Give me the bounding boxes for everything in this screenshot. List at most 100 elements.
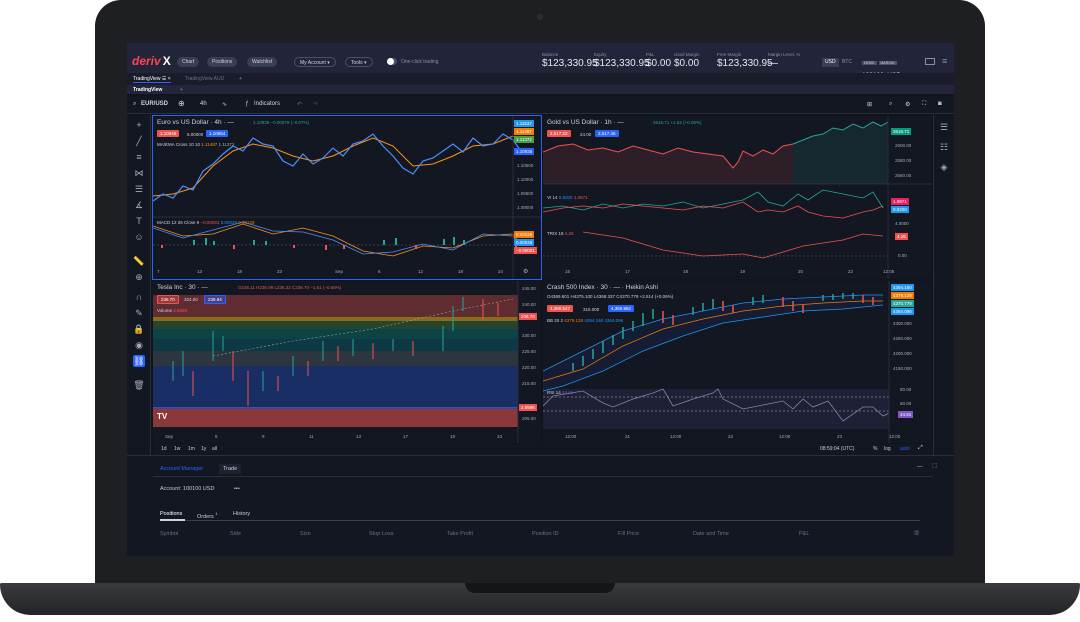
hide-drawings-icon[interactable]: ◉	[135, 340, 143, 350]
add-layout-button[interactable]: +	[180, 87, 183, 93]
vi-value-label: 0.9200	[891, 206, 909, 213]
positions-button[interactable]: Positions	[207, 57, 238, 67]
column-fill-price[interactable]: Fill Price	[618, 531, 640, 537]
column-symbol[interactable]: Symbol	[160, 531, 179, 537]
crosshair-icon[interactable]: +	[136, 120, 142, 130]
maximize-icon[interactable]: ⬚	[932, 463, 938, 469]
sync-link-icon[interactable]: ⛓	[133, 355, 145, 367]
column-position-id[interactable]: Position ID	[532, 531, 559, 537]
more-options-button[interactable]: •••	[234, 486, 240, 492]
add-tab-button[interactable]: +	[239, 76, 242, 82]
pattern-icon[interactable]: ∡	[134, 200, 144, 210]
chart-type-icon[interactable]: ∿	[222, 102, 228, 108]
ruler-icon[interactable]: 📏	[133, 256, 145, 266]
column-size[interactable]: Size	[300, 531, 311, 537]
redo-icon[interactable]: ↷	[313, 102, 319, 108]
quick-search-icon[interactable]: ⌕	[889, 101, 893, 107]
expand-icon[interactable]: ⤢	[918, 445, 923, 451]
minimize-icon[interactable]: —	[917, 464, 923, 470]
sell-price-button[interactable]: 2,617.22	[547, 130, 571, 137]
lock-icon[interactable]: 🔒	[133, 324, 145, 334]
emoji-icon[interactable]: ☺	[134, 232, 144, 242]
tab-account-manager[interactable]: Account Manager	[160, 466, 204, 472]
column-settings-icon[interactable]: ▥	[914, 530, 920, 536]
axis-settings-gear-icon[interactable]: ⚙	[523, 269, 529, 275]
range-1y[interactable]: 1y	[201, 446, 207, 452]
chart-pane-gold[interactable]: Gold vs US Dollar · 1h · — 2616.71 +1.62…	[543, 116, 932, 279]
utc-clock[interactable]: 08:59:04 (UTC)	[820, 446, 855, 452]
pitchfork-icon[interactable]: ⋈	[134, 168, 144, 178]
undo-icon[interactable]: ↶	[297, 102, 303, 108]
buy-price-button[interactable]: 2,617.46	[595, 130, 619, 137]
x-axis-tick: 12:00	[779, 434, 791, 439]
tab-tradingview[interactable]: TradingView ☰ ×	[133, 76, 171, 83]
subtab-history[interactable]: History	[233, 511, 251, 517]
y-axis-tick: 0.00	[898, 253, 907, 258]
chart-pane-eurusd[interactable]: Euro vs US Dollar · 4h · — 1.10935 −0.00…	[152, 115, 542, 280]
fib-retracement-icon[interactable]: ☰	[134, 184, 144, 194]
range-1d[interactable]: 1d	[161, 446, 167, 452]
sell-price-button[interactable]: 1.10949	[157, 130, 180, 137]
column-date-time[interactable]: Date and Time	[693, 531, 729, 537]
tab-trade[interactable]: Trade	[219, 464, 242, 474]
y-axis-tick: 1.10500	[517, 163, 534, 168]
tab-tradingview-aud[interactable]: TradingView AUD	[185, 76, 225, 82]
one-click-toggle[interactable]	[387, 58, 397, 65]
magnet-icon[interactable]: ∩	[135, 292, 143, 302]
trend-line-icon[interactable]: ╱	[136, 136, 142, 146]
sell-price-button[interactable]: 236.70	[157, 295, 179, 304]
tools-menu[interactable]: Tools ▾	[345, 57, 373, 67]
buy-price-button[interactable]: 239.94	[204, 295, 226, 304]
trash-icon[interactable]: 🗑	[133, 380, 145, 390]
interval-button[interactable]: 4h	[200, 101, 207, 107]
range-1w[interactable]: 1w	[174, 446, 181, 452]
watchlist-button[interactable]: Watchlist	[247, 57, 278, 67]
column-side[interactable]: Side	[230, 531, 242, 537]
menu-icon[interactable]: ≡	[942, 56, 948, 66]
camera-icon[interactable]: ◙	[938, 101, 942, 107]
layers-icon[interactable]: ◈	[940, 162, 948, 172]
zoom-in-icon[interactable]: ⊕	[135, 272, 143, 282]
tradingview-logo-icon: TV	[157, 412, 168, 421]
text-tool-icon[interactable]: T	[136, 216, 142, 226]
pane-title: Gold vs US Dollar · 1h · —	[547, 119, 624, 126]
currency-usd[interactable]: USD	[822, 58, 839, 67]
auto-toggle[interactable]: auto	[900, 446, 910, 452]
layout-grid-icon[interactable]: ⊞	[867, 102, 873, 108]
layout-tab-tradingview[interactable]: TradingView	[133, 87, 163, 93]
buy-price-button[interactable]: 4,369.862	[608, 305, 635, 312]
indicators-button[interactable]: Indicators	[254, 101, 281, 107]
buy-price-button[interactable]: 1.10954	[206, 130, 229, 137]
x-axis-tick: 12	[418, 269, 424, 274]
y-axis-tick: 230.00	[522, 333, 536, 338]
layout-icon[interactable]	[925, 58, 935, 65]
column-stop-loss[interactable]: Stop Loss	[369, 531, 394, 537]
range-all[interactable]: all	[212, 446, 218, 452]
subtab-orders[interactable]: Orders 1	[197, 511, 218, 520]
range-1m[interactable]: 1m	[188, 446, 195, 452]
brand-logo[interactable]: deriv X	[132, 54, 171, 68]
my-account-menu[interactable]: My Account ▾	[294, 57, 336, 67]
add-compare-icon[interactable]: ⊕	[178, 99, 185, 108]
indicators-icon[interactable]: ƒ	[245, 101, 249, 107]
log-toggle[interactable]: log	[884, 446, 891, 452]
symbol-search[interactable]: EUR/USD	[141, 101, 169, 107]
fullscreen-icon[interactable]: ⛶	[922, 101, 927, 107]
column-pnl[interactable]: P&L	[799, 531, 810, 537]
percent-toggle[interactable]: %	[873, 446, 878, 452]
parallel-channel-icon[interactable]: ≡	[136, 152, 142, 162]
sell-price-button[interactable]: 4,369.547	[547, 305, 574, 312]
stay-drawing-icon[interactable]: ✎	[135, 308, 143, 318]
chart-button[interactable]: Chart	[177, 57, 200, 67]
search-icon[interactable]: ⌕	[133, 101, 137, 107]
alerts-list-icon[interactable]: ☷	[939, 142, 949, 152]
chart-pane-crash500[interactable]: Crash 500 Index · 30 · — · Heikin Ashi O…	[543, 281, 932, 443]
chart-pane-tesla[interactable]: Tesla Inc · 30 · — O236.11 H236.99 L236.…	[153, 281, 541, 443]
subtab-positions[interactable]: Positions	[160, 511, 183, 517]
watchlist-icon[interactable]: ☰	[939, 122, 949, 132]
y-axis-tick: 215.00	[522, 381, 536, 386]
y-axis-tick: 1.09500	[517, 191, 534, 196]
settings-gear-icon[interactable]: ⚙	[905, 102, 911, 108]
currency-btc[interactable]: BTC	[842, 59, 852, 65]
column-take-profit[interactable]: Take Profit	[447, 531, 473, 537]
